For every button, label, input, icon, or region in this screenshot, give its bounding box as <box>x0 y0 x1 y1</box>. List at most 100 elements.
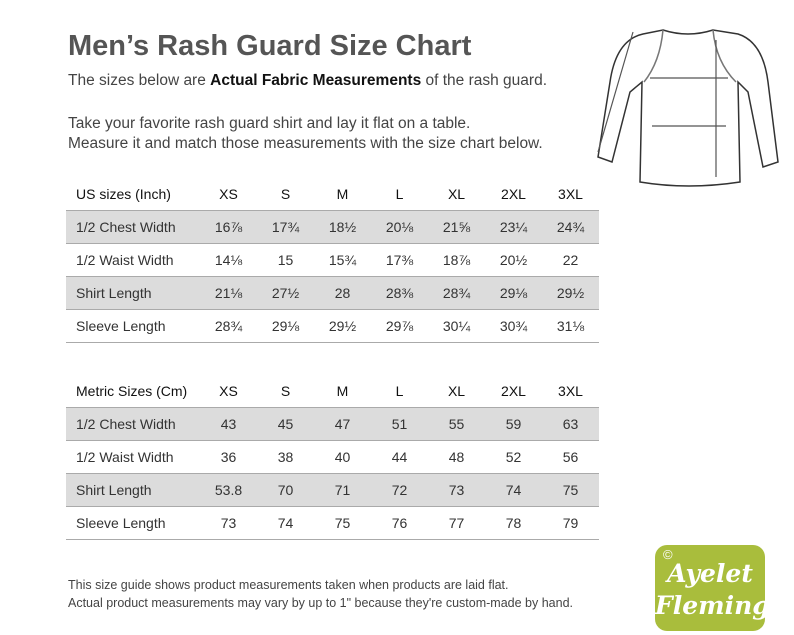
footer: This size guide shows product measuremen… <box>68 576 573 612</box>
cell: 44 <box>371 440 428 474</box>
cell: 51 <box>371 407 428 441</box>
cell: 78 <box>485 506 542 540</box>
cell: 45 <box>257 407 314 441</box>
title: Men’s Rash Guard Size Chart <box>68 30 472 62</box>
cell: 18⅞ <box>428 243 485 277</box>
column-header: Metric Sizes (Cm) <box>66 375 200 408</box>
us-size-table: US sizes (Inch) XS S M L XL 2XL 3XL 1/2 Chest Wi… <box>66 178 599 343</box>
cell: 28⅜ <box>371 276 428 310</box>
column-header: 2XL <box>485 178 542 211</box>
column-header: L <box>371 178 428 211</box>
cell: 22 <box>542 243 599 277</box>
table-row: 1/2 Chest Width 43 45 47 51 55 59 63 <box>66 407 599 441</box>
table-row: 1/2 Chest Width 16⅞ 17¾ 18½ 20⅛ 21⅝ 23¼ 24¾ <box>66 210 599 244</box>
cell: 20½ <box>485 243 542 277</box>
header-row: Metric Sizes (Cm) XS S M L XL 2XL 3XL <box>66 375 599 408</box>
row-label: 1/2 Chest Width <box>66 407 200 441</box>
cell: 70 <box>257 473 314 507</box>
row-label: 1/2 Chest Width <box>66 210 200 244</box>
instruction-line: Measure it and match those measurements … <box>68 135 543 152</box>
cell: 76 <box>371 506 428 540</box>
cell: 17¾ <box>257 210 314 244</box>
column-header: S <box>257 178 314 211</box>
cell: 29⅛ <box>257 309 314 343</box>
logo-text: Fleming <box>655 591 770 620</box>
cell: 28¾ <box>428 276 485 310</box>
cell: 21⅝ <box>428 210 485 244</box>
cell: 74 <box>257 506 314 540</box>
table-row: Shirt Length 53.8 70 71 72 73 74 75 <box>66 473 599 507</box>
column-header: XS <box>200 178 257 211</box>
cell: 16⅞ <box>200 210 257 244</box>
column-header: 3XL <box>542 375 599 408</box>
table-row: Sleeve Length 73 74 75 76 77 78 79 <box>66 506 599 540</box>
cell: 20⅛ <box>371 210 428 244</box>
table-row: Sleeve Length 28¾ 29⅛ 29½ 29⅞ 30¼ 30¾ 31⅛ <box>66 309 599 343</box>
column-header: XL <box>428 375 485 408</box>
cell: 71 <box>314 473 371 507</box>
cell: 24¾ <box>542 210 599 244</box>
cell: 27½ <box>257 276 314 310</box>
cell: 28 <box>314 276 371 310</box>
cell: 73 <box>200 506 257 540</box>
column-header: S <box>257 375 314 408</box>
cell: 75 <box>542 473 599 507</box>
intro-text: The sizes below are <box>68 72 211 89</box>
cell: 29⅛ <box>485 276 542 310</box>
logo-text: Ayelet <box>667 559 753 588</box>
column-header: 2XL <box>485 375 542 408</box>
cell: 53.8 <box>200 473 257 507</box>
cell: 56 <box>542 440 599 474</box>
row-label: Shirt Length <box>66 276 200 310</box>
cell: 75 <box>314 506 371 540</box>
instruction-line: Take your favorite rash guard shirt and … <box>68 115 471 132</box>
cell: 14⅛ <box>200 243 257 277</box>
column-header: L <box>371 375 428 408</box>
cell: 21⅛ <box>200 276 257 310</box>
cell: 31⅛ <box>542 309 599 343</box>
cell: 48 <box>428 440 485 474</box>
cell: 72 <box>371 473 428 507</box>
cell: 74 <box>485 473 542 507</box>
footer-line: Actual product measurements may vary by … <box>68 596 573 610</box>
logo-mark: © <box>663 547 673 562</box>
cell: 73 <box>428 473 485 507</box>
row-label: 1/2 Waist Width <box>66 243 200 277</box>
cell: 29½ <box>542 276 599 310</box>
header-row: US sizes (Inch) XS S M L XL 2XL 3XL <box>66 178 599 211</box>
intro-bold: Actual Fabric Measurements <box>210 72 422 89</box>
cell: 36 <box>200 440 257 474</box>
cell: 28¾ <box>200 309 257 343</box>
cell: 15 <box>257 243 314 277</box>
column-header: XL <box>428 178 485 211</box>
cell: 59 <box>485 407 542 441</box>
metric-size-table: Metric Sizes (Cm) XS S M L XL 2XL 3XL 1/2 Chest … <box>66 375 599 540</box>
cell: 40 <box>314 440 371 474</box>
column-header: 3XL <box>542 178 599 211</box>
cell: 15¾ <box>314 243 371 277</box>
intro-text: of the rash guard. <box>421 72 548 89</box>
row-label: 1/2 Waist Width <box>66 440 200 474</box>
column-header: XS <box>200 375 257 408</box>
column-header: M <box>314 375 371 408</box>
logo: © Ayelet Fleming <box>655 545 770 631</box>
cell: 43 <box>200 407 257 441</box>
shirt-illustration <box>597 29 779 187</box>
cell: 79 <box>542 506 599 540</box>
column-header: M <box>314 178 371 211</box>
cell: 23¼ <box>485 210 542 244</box>
cell: 55 <box>428 407 485 441</box>
cell: 38 <box>257 440 314 474</box>
instructions: Take your favorite rash guard shirt and … <box>68 114 543 154</box>
cell: 18½ <box>314 210 371 244</box>
table-row: 1/2 Waist Width 14⅛ 15 15¾ 17⅜ 18⅞ 20½ 22 <box>66 243 599 277</box>
column-header: US sizes (Inch) <box>66 178 200 211</box>
cell: 77 <box>428 506 485 540</box>
cell: 52 <box>485 440 542 474</box>
table-row: Shirt Length 21⅛ 27½ 28 28⅜ 28¾ 29⅛ 29½ <box>66 276 599 310</box>
footer-line: This size guide shows product measuremen… <box>68 578 509 592</box>
cell: 17⅜ <box>371 243 428 277</box>
cell: 63 <box>542 407 599 441</box>
row-label: Shirt Length <box>66 473 200 507</box>
row-label: Sleeve Length <box>66 309 200 343</box>
